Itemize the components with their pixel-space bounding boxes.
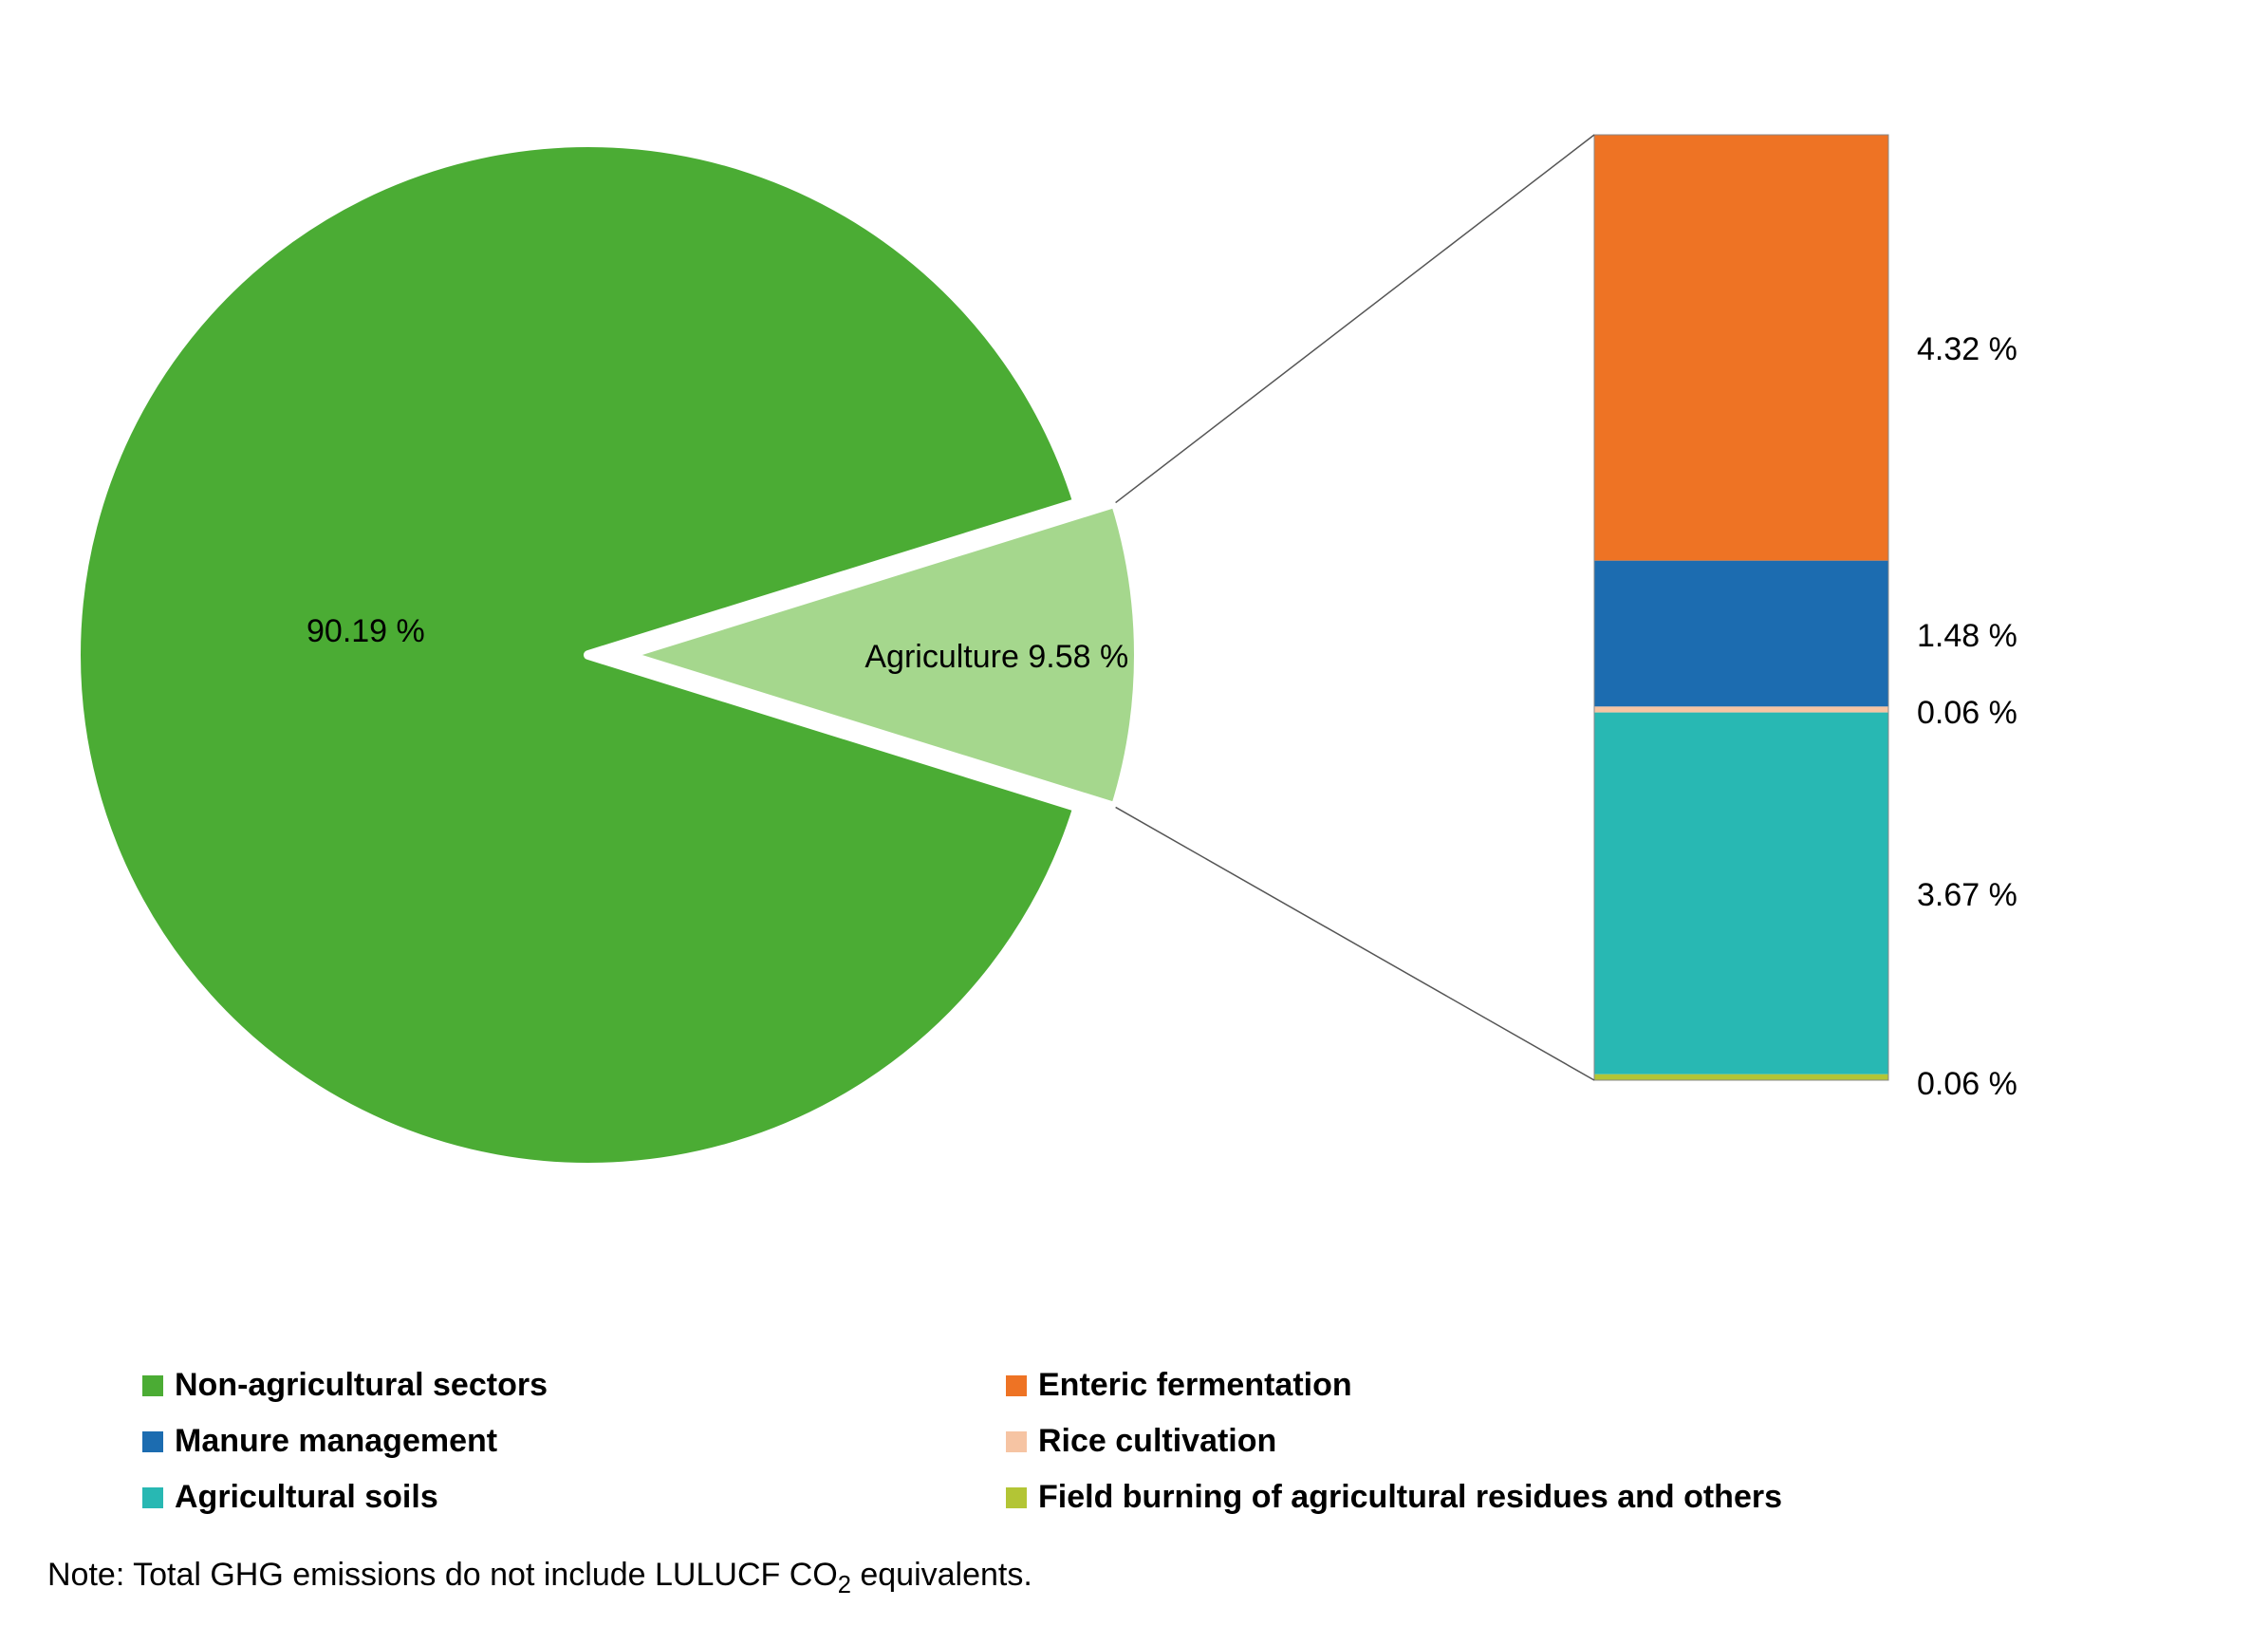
legend-item-1: Enteric fermentation — [1006, 1367, 1831, 1404]
ghg-emissions-chart: 90.19 % Agriculture 9.58 % 4.32 % 1.48 % 0.0… — [0, 0, 2268, 1626]
note-suffix: equivalents. — [851, 1557, 1032, 1593]
footnote: Note: Total GHG emissions do not include… — [47, 1557, 1032, 1599]
note-prefix: Note: Total GHG emissions do not include… — [47, 1557, 838, 1593]
legend-label: Manure management — [175, 1423, 497, 1460]
legend-swatch — [1006, 1431, 1027, 1452]
breakdown-label-0: 4.32 % — [1917, 331, 2017, 368]
breakdown-label-2: 0.06 % — [1917, 695, 2017, 732]
connector-bottom — [1116, 807, 1594, 1080]
breakdown-label-3: 3.67 % — [1917, 877, 2017, 914]
note-subscript: 2 — [838, 1572, 851, 1598]
legend-swatch — [142, 1375, 163, 1396]
legend-item-4: Agricultural soils — [142, 1479, 968, 1516]
legend-item-2: Manure management — [142, 1423, 968, 1460]
breakdown-seg-0 — [1594, 135, 1888, 561]
pie-label-ag: Agriculture 9.58 % — [864, 639, 1128, 676]
legend-swatch — [142, 1487, 163, 1508]
legend-swatch — [142, 1431, 163, 1452]
breakdown-seg-1 — [1594, 561, 1888, 707]
legend-label: Enteric fermentation — [1038, 1367, 1352, 1404]
connector-top — [1116, 135, 1594, 503]
legend-label: Agricultural soils — [175, 1479, 438, 1516]
legend-item-0: Non-agricultural sectors — [142, 1367, 968, 1404]
legend-label: Field burning of agricultural residues a… — [1038, 1479, 1782, 1516]
breakdown-label-1: 1.48 % — [1917, 618, 2017, 655]
legend-swatch — [1006, 1487, 1027, 1508]
breakdown-label-4: 0.06 % — [1917, 1066, 2017, 1103]
legend-swatch — [1006, 1375, 1027, 1396]
pie-label-nonag: 90.19 % — [307, 613, 425, 650]
breakdown-seg-3 — [1594, 713, 1888, 1075]
legend-item-3: Rice cultivation — [1006, 1423, 1831, 1460]
legend-label: Non-agricultural sectors — [175, 1367, 548, 1404]
legend-label: Rice cultivation — [1038, 1423, 1276, 1460]
legend: Non-agricultural sectors Enteric fermenta… — [142, 1367, 2078, 1535]
legend-item-5: Field burning of agricultural residues a… — [1006, 1479, 1831, 1516]
breakdown-seg-2 — [1594, 706, 1888, 712]
breakdown-seg-4 — [1594, 1075, 1888, 1080]
